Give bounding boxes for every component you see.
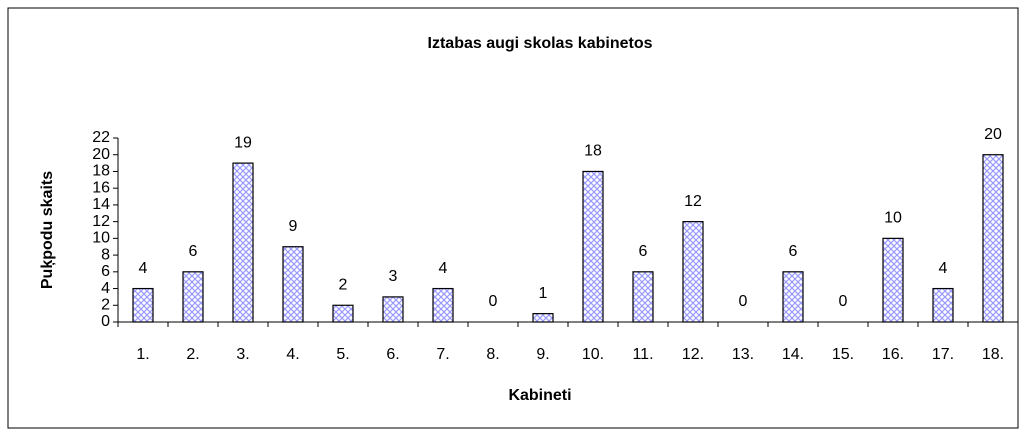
data-label: 4 xyxy=(939,260,948,277)
bar xyxy=(332,304,354,323)
x-tick-label: 1. xyxy=(136,346,149,363)
bar xyxy=(932,287,954,323)
data-label: 20 xyxy=(984,126,1002,143)
data-label: 6 xyxy=(789,243,798,260)
bar xyxy=(132,287,154,323)
bar xyxy=(232,162,254,323)
y-tick-label: 4 xyxy=(101,280,110,297)
y-tick-label: 6 xyxy=(101,263,110,280)
bar xyxy=(282,246,304,323)
x-axis-label: Kabineti xyxy=(508,387,571,404)
x-tick-label: 11. xyxy=(632,346,653,363)
chart-title: Iztabas augi skolas kabinetos xyxy=(428,35,653,52)
x-tick-label: 2. xyxy=(186,346,199,363)
data-label: 0 xyxy=(489,293,498,310)
x-tick-label: 5. xyxy=(336,346,349,363)
x-tick-label: 4. xyxy=(286,346,299,363)
x-tick-label: 6. xyxy=(386,346,399,363)
data-label: 0 xyxy=(739,293,748,310)
x-tick-label: 17. xyxy=(932,346,954,363)
data-label: 0 xyxy=(839,293,848,310)
y-tick-label: 12 xyxy=(92,213,110,230)
y-tick-label: 16 xyxy=(92,179,110,196)
data-label: 3 xyxy=(389,268,398,285)
x-tick-label: 9. xyxy=(536,346,549,363)
x-tick-label: 3. xyxy=(236,346,249,363)
y-tick-label: 22 xyxy=(92,129,110,146)
x-tick-label: 14. xyxy=(782,346,804,363)
bar xyxy=(382,296,404,323)
x-tick-label: 10. xyxy=(582,346,604,363)
x-tick-label: 16. xyxy=(882,346,904,363)
y-tick-label: 20 xyxy=(92,146,110,163)
y-tick-label: 14 xyxy=(92,196,110,213)
bar xyxy=(182,271,204,323)
x-tick-label: 12. xyxy=(682,346,704,363)
x-tick-label: 13. xyxy=(732,346,754,363)
data-label: 12 xyxy=(684,193,702,210)
data-label: 1 xyxy=(539,285,548,302)
data-label: 18 xyxy=(584,143,602,160)
data-label: 10 xyxy=(884,210,902,227)
bar xyxy=(782,271,804,323)
x-tick-label: 8. xyxy=(486,346,499,363)
data-label: 2 xyxy=(339,276,348,293)
bar xyxy=(682,221,704,323)
bar xyxy=(882,237,904,323)
data-label: 19 xyxy=(234,134,252,151)
y-tick-label: 10 xyxy=(92,230,110,247)
chart-border xyxy=(7,7,1019,429)
data-label: 9 xyxy=(289,218,298,235)
bar xyxy=(582,170,604,323)
y-tick-label: 18 xyxy=(92,163,110,180)
x-tick-label: 15. xyxy=(832,346,854,363)
data-label: 6 xyxy=(189,243,198,260)
bar xyxy=(432,287,454,323)
x-tick-label: 7. xyxy=(436,346,449,363)
y-axis-label: Puķpodu skaits xyxy=(39,171,56,289)
y-tick-label: 8 xyxy=(101,246,110,263)
y-tick-label: 2 xyxy=(101,296,110,313)
data-label: 6 xyxy=(639,243,648,260)
bar xyxy=(632,271,654,323)
y-tick-label: 0 xyxy=(101,313,110,330)
x-tick-label: 18. xyxy=(982,346,1004,363)
data-label: 4 xyxy=(439,260,448,277)
bar xyxy=(982,154,1004,323)
bar xyxy=(532,313,554,323)
data-label: 4 xyxy=(139,260,148,277)
